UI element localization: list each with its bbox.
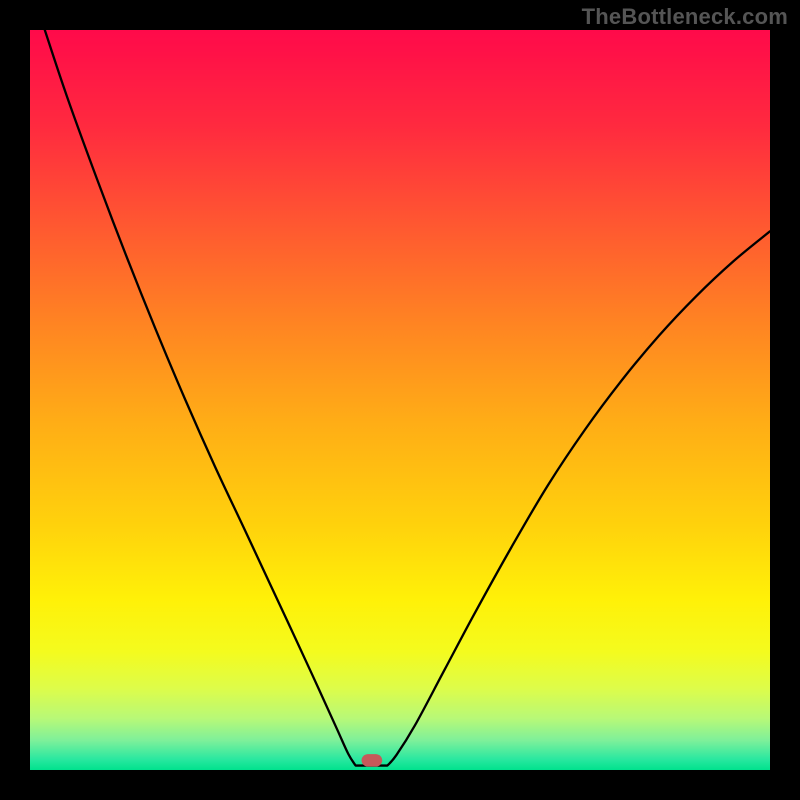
plot-background: [30, 30, 770, 770]
optimal-point-marker: [362, 754, 383, 767]
bottleneck-chart: [0, 0, 800, 800]
watermark-text: TheBottleneck.com: [582, 4, 788, 30]
